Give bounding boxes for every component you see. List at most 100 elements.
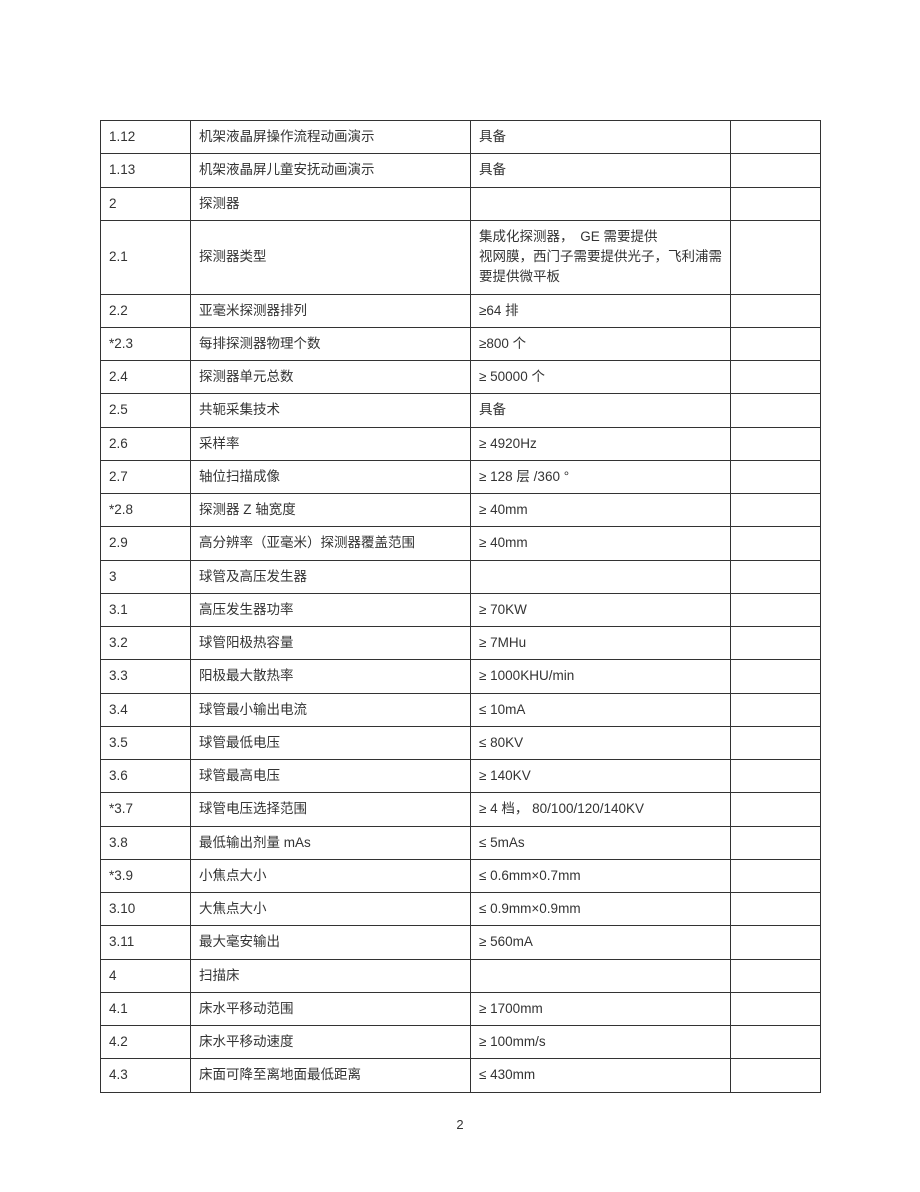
cell-desc: 探测器单元总数 <box>191 361 471 394</box>
cell-val: ≥ 100mm/s <box>471 1026 731 1059</box>
table-row: 3.11最大毫安输出≥ 560mA <box>101 926 821 959</box>
cell-desc: 亚毫米探测器排列 <box>191 294 471 327</box>
cell-desc: 大焦点大小 <box>191 893 471 926</box>
cell-empty <box>731 660 821 693</box>
cell-empty <box>731 527 821 560</box>
cell-desc: 球管最小输出电流 <box>191 693 471 726</box>
cell-empty <box>731 1026 821 1059</box>
spec-table-body: 1.12机架液晶屏操作流程动画演示具备1.13机架液晶屏儿童安抚动画演示具备2探… <box>101 121 821 1093</box>
cell-id: 3.1 <box>101 593 191 626</box>
cell-val: 集成化探测器， GE 需要提供视网膜，西门子需要提供光子，飞利浦需要提供微平板 <box>471 220 731 294</box>
cell-empty <box>731 893 821 926</box>
cell-empty <box>731 793 821 826</box>
cell-id: *2.8 <box>101 494 191 527</box>
cell-id: 3.4 <box>101 693 191 726</box>
table-row: 4.2床水平移动速度≥ 100mm/s <box>101 1026 821 1059</box>
table-row: 2.9高分辨率（亚毫米）探测器覆盖范围≥ 40mm <box>101 527 821 560</box>
cell-id: 3.3 <box>101 660 191 693</box>
cell-empty <box>731 460 821 493</box>
cell-val: 具备 <box>471 154 731 187</box>
cell-val: ≤ 5mAs <box>471 826 731 859</box>
cell-empty <box>731 394 821 427</box>
cell-id: 3.2 <box>101 627 191 660</box>
cell-val: ≥ 128 层 /360 ° <box>471 460 731 493</box>
cell-id: 2 <box>101 187 191 220</box>
table-row: 4扫描床 <box>101 959 821 992</box>
cell-val: ≥ 7MHu <box>471 627 731 660</box>
cell-desc: 探测器 Z 轴宽度 <box>191 494 471 527</box>
cell-val: ≤ 10mA <box>471 693 731 726</box>
cell-val: 具备 <box>471 394 731 427</box>
cell-desc: 球管最高电压 <box>191 760 471 793</box>
table-row: 3球管及高压发生器 <box>101 560 821 593</box>
cell-val: ≤ 80KV <box>471 726 731 759</box>
cell-desc: 机架液晶屏儿童安抚动画演示 <box>191 154 471 187</box>
table-row: 3.6球管最高电压≥ 140KV <box>101 760 821 793</box>
cell-id: 3.11 <box>101 926 191 959</box>
cell-id: *2.3 <box>101 327 191 360</box>
table-row: 3.10大焦点大小≤ 0.9mm×0.9mm <box>101 893 821 926</box>
cell-val: ≥ 4 档， 80/100/120/140KV <box>471 793 731 826</box>
cell-desc: 床水平移动范围 <box>191 992 471 1025</box>
cell-id: 3.6 <box>101 760 191 793</box>
cell-desc: 球管电压选择范围 <box>191 793 471 826</box>
cell-val: ≥ 4920Hz <box>471 427 731 460</box>
cell-empty <box>731 427 821 460</box>
cell-empty <box>731 560 821 593</box>
cell-desc: 最大毫安输出 <box>191 926 471 959</box>
cell-empty <box>731 294 821 327</box>
cell-desc: 床面可降至离地面最低距离 <box>191 1059 471 1092</box>
cell-empty <box>731 859 821 892</box>
cell-val: ≥ 1000KHU/min <box>471 660 731 693</box>
table-row: 4.1床水平移动范围≥ 1700mm <box>101 992 821 1025</box>
table-row: *3.7球管电压选择范围≥ 4 档， 80/100/120/140KV <box>101 793 821 826</box>
cell-empty <box>731 760 821 793</box>
table-row: *2.3每排探测器物理个数≥800 个 <box>101 327 821 360</box>
cell-empty <box>731 121 821 154</box>
page-content: 1.12机架液晶屏操作流程动画演示具备1.13机架液晶屏儿童安抚动画演示具备2探… <box>0 0 920 1093</box>
cell-desc: 采样率 <box>191 427 471 460</box>
cell-empty <box>731 627 821 660</box>
cell-val <box>471 959 731 992</box>
cell-empty <box>731 593 821 626</box>
cell-id: 3.8 <box>101 826 191 859</box>
table-row: 2探测器 <box>101 187 821 220</box>
cell-empty <box>731 726 821 759</box>
cell-empty <box>731 220 821 294</box>
cell-val: 具备 <box>471 121 731 154</box>
table-row: 4.3床面可降至离地面最低距离≤ 430mm <box>101 1059 821 1092</box>
table-row: 3.2球管阳极热容量≥ 7MHu <box>101 627 821 660</box>
cell-desc: 球管最低电压 <box>191 726 471 759</box>
cell-empty <box>731 187 821 220</box>
cell-desc: 球管及高压发生器 <box>191 560 471 593</box>
cell-empty <box>731 327 821 360</box>
cell-id: 4.2 <box>101 1026 191 1059</box>
cell-desc: 床水平移动速度 <box>191 1026 471 1059</box>
table-row: 2.5共轭采集技术具备 <box>101 394 821 427</box>
cell-id: 1.13 <box>101 154 191 187</box>
cell-desc: 探测器类型 <box>191 220 471 294</box>
cell-desc: 球管阳极热容量 <box>191 627 471 660</box>
cell-desc: 机架液晶屏操作流程动画演示 <box>191 121 471 154</box>
table-row: 2.1探测器类型集成化探测器， GE 需要提供视网膜，西门子需要提供光子，飞利浦… <box>101 220 821 294</box>
cell-val: ≥64 排 <box>471 294 731 327</box>
table-row: 2.4探测器单元总数≥ 50000 个 <box>101 361 821 394</box>
cell-desc: 共轭采集技术 <box>191 394 471 427</box>
cell-val: ≥ 70KW <box>471 593 731 626</box>
cell-id: 2.4 <box>101 361 191 394</box>
cell-id: 4.1 <box>101 992 191 1025</box>
spec-table: 1.12机架液晶屏操作流程动画演示具备1.13机架液晶屏儿童安抚动画演示具备2探… <box>100 120 821 1093</box>
cell-desc: 高压发生器功率 <box>191 593 471 626</box>
cell-id: 2.2 <box>101 294 191 327</box>
cell-desc: 最低输出剂量 mAs <box>191 826 471 859</box>
table-row: 2.2亚毫米探测器排列≥64 排 <box>101 294 821 327</box>
cell-val: ≥ 1700mm <box>471 992 731 1025</box>
cell-desc: 探测器 <box>191 187 471 220</box>
cell-empty <box>731 1059 821 1092</box>
cell-empty <box>731 154 821 187</box>
cell-empty <box>731 959 821 992</box>
table-row: 3.8最低输出剂量 mAs≤ 5mAs <box>101 826 821 859</box>
cell-val: ≥ 50000 个 <box>471 361 731 394</box>
cell-val: ≥800 个 <box>471 327 731 360</box>
cell-empty <box>731 926 821 959</box>
